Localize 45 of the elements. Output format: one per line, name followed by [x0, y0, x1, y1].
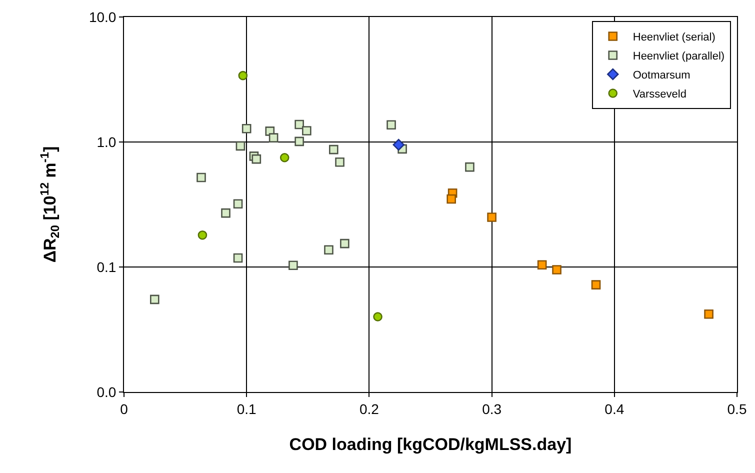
- point: [236, 141, 246, 151]
- y-tick-label: 1.0: [96, 134, 116, 150]
- point: [288, 260, 298, 270]
- point: [465, 162, 474, 172]
- point: [221, 208, 230, 218]
- point: [373, 312, 382, 322]
- x-axis-title: COD loading [kgCOD/kgMLSS.day]: [289, 435, 572, 454]
- point: [238, 70, 248, 80]
- point: [552, 265, 562, 274]
- point: [324, 245, 334, 255]
- point: [537, 260, 547, 270]
- point: [233, 199, 243, 209]
- point: [150, 294, 160, 304]
- point: [242, 124, 252, 134]
- point: [386, 120, 396, 130]
- point: [335, 157, 344, 167]
- point: [196, 172, 206, 182]
- y-tick-label: 10.0: [88, 8, 116, 25]
- point: [704, 309, 714, 319]
- point: [198, 230, 208, 240]
- point: [294, 136, 304, 146]
- legend-label: Heenvliet (parallel): [632, 50, 725, 63]
- x-tick-label: 0.5: [727, 400, 747, 417]
- point: [340, 238, 350, 248]
- legend-label: Ootmarsum: [632, 70, 690, 82]
- point: [487, 212, 496, 222]
- point: [302, 126, 312, 136]
- legend-label: Heenvliet (serial): [632, 32, 716, 44]
- y-tick-label: 0.1: [96, 258, 116, 275]
- point: [591, 280, 601, 290]
- point: [446, 194, 456, 204]
- point: [233, 253, 243, 263]
- point: [329, 144, 338, 154]
- x-tick-label: 0.3: [482, 400, 502, 417]
- point: [294, 120, 304, 130]
- x-tick-label: 0.4: [604, 400, 624, 417]
- point: [252, 154, 262, 164]
- y-tick-label: 0.0: [96, 384, 116, 400]
- legend-label: Varsseveld: [632, 88, 686, 101]
- point: [268, 133, 278, 142]
- x-tick-label: 0.2: [359, 400, 380, 417]
- point: [280, 152, 290, 162]
- point: [392, 138, 404, 151]
- x-tick-label: 0: [120, 400, 128, 417]
- x-tick-label: 0.1: [236, 400, 257, 417]
